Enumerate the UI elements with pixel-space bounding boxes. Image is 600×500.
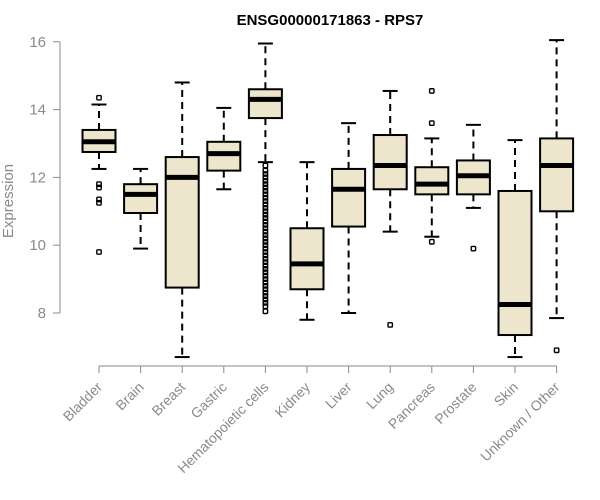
outlier-point (262, 235, 269, 242)
outlier-point (262, 266, 269, 272)
outlier-point (262, 225, 269, 232)
plot-area (81, 39, 575, 359)
outlier-point (262, 262, 269, 269)
box-group-liver (331, 122, 367, 314)
box-group-skin (497, 139, 533, 359)
chart-title: ENSG00000171863 - RPS7 (237, 12, 424, 29)
outlier-point (262, 259, 269, 266)
outlier-point (428, 238, 435, 245)
outlier-point (262, 255, 269, 262)
outlier-point (96, 249, 102, 255)
outlier-point (262, 201, 269, 208)
box (539, 137, 575, 213)
outlier-point (262, 289, 269, 296)
outlier-point (262, 269, 269, 276)
y-tick-label: 14 (29, 102, 46, 119)
y-tick-label: 12 (29, 169, 46, 186)
box (331, 167, 367, 228)
box-group-bladder (81, 94, 117, 255)
x-tick-label: Breast (148, 379, 188, 419)
outlier-point (96, 196, 102, 203)
outlier-point (262, 282, 269, 289)
box (414, 166, 450, 196)
outlier-point (262, 293, 269, 299)
x-tick-label: Unknown / Other (477, 379, 563, 465)
box-group-prostate (455, 123, 491, 252)
outlier-point (262, 272, 269, 279)
outlier-point (262, 228, 269, 235)
outlier-point (262, 276, 269, 282)
box (123, 183, 159, 214)
box-group-brain (123, 167, 159, 250)
box-group-unknown-other (539, 39, 575, 354)
outlier-point (262, 181, 269, 188)
x-tick-label: Skin (491, 379, 522, 410)
box-group-lung (372, 89, 408, 328)
x-tick-label: Bladder (60, 379, 106, 425)
box-group-pancreas (414, 88, 450, 245)
box (372, 134, 408, 191)
outlier-point (262, 252, 269, 259)
outlier-point (262, 221, 269, 228)
outlier-point (96, 184, 102, 191)
y-tick-label: 8 (38, 305, 46, 322)
y-tick-label: 10 (29, 237, 46, 254)
outlier-point (262, 211, 269, 218)
outlier-point (262, 208, 269, 215)
outlier-point (262, 232, 269, 238)
outlier-point (262, 308, 269, 315)
box (497, 189, 533, 337)
outlier-point (262, 184, 269, 191)
outlier-point (387, 321, 394, 328)
outlier-point (262, 286, 269, 293)
outlier-point (470, 245, 477, 252)
outlier-point (262, 299, 269, 306)
outlier-point (262, 249, 269, 255)
outlier-point (428, 120, 435, 127)
outlier-point (262, 191, 269, 198)
outlier-point (262, 242, 269, 249)
x-tick-label: Prostate (431, 379, 479, 427)
outlier-point (262, 215, 269, 221)
x-tick-label: Kidney (272, 379, 314, 421)
outlier-point (553, 347, 560, 354)
outlier-point (428, 88, 435, 94)
outlier-point (262, 279, 269, 286)
box-group-kidney (289, 161, 325, 321)
box-group-gastric (206, 106, 242, 191)
box (289, 227, 325, 291)
outlier-point (262, 303, 269, 310)
y-tick-label: 16 (29, 34, 46, 51)
outlier-point (96, 181, 102, 188)
outlier-point (262, 194, 269, 201)
box (206, 140, 242, 172)
outlier-point (262, 177, 269, 184)
outlier-point (262, 205, 269, 211)
box-group-hematopoietic-cells (247, 42, 283, 315)
x-tick-label: Liver (322, 379, 355, 412)
outlier-point (262, 238, 269, 245)
outlier-point (262, 188, 269, 194)
y-axis-label: Expression (0, 164, 17, 238)
y-axis: 8 10 12 14 16 (29, 34, 61, 322)
box-group-breast (164, 81, 200, 359)
outlier-point (262, 167, 269, 174)
outlier-point (262, 171, 269, 177)
outlier-point (96, 94, 102, 101)
outlier-point (96, 199, 102, 206)
x-tick-label: Lung (363, 379, 396, 412)
outlier-point (262, 245, 269, 252)
outlier-point (262, 162, 269, 169)
outlier-point (262, 296, 269, 303)
outlier-point (262, 218, 269, 225)
outlier-point (262, 174, 269, 181)
box (247, 88, 283, 120)
outlier-point (262, 198, 269, 205)
x-tick-label: Brain (112, 379, 146, 413)
